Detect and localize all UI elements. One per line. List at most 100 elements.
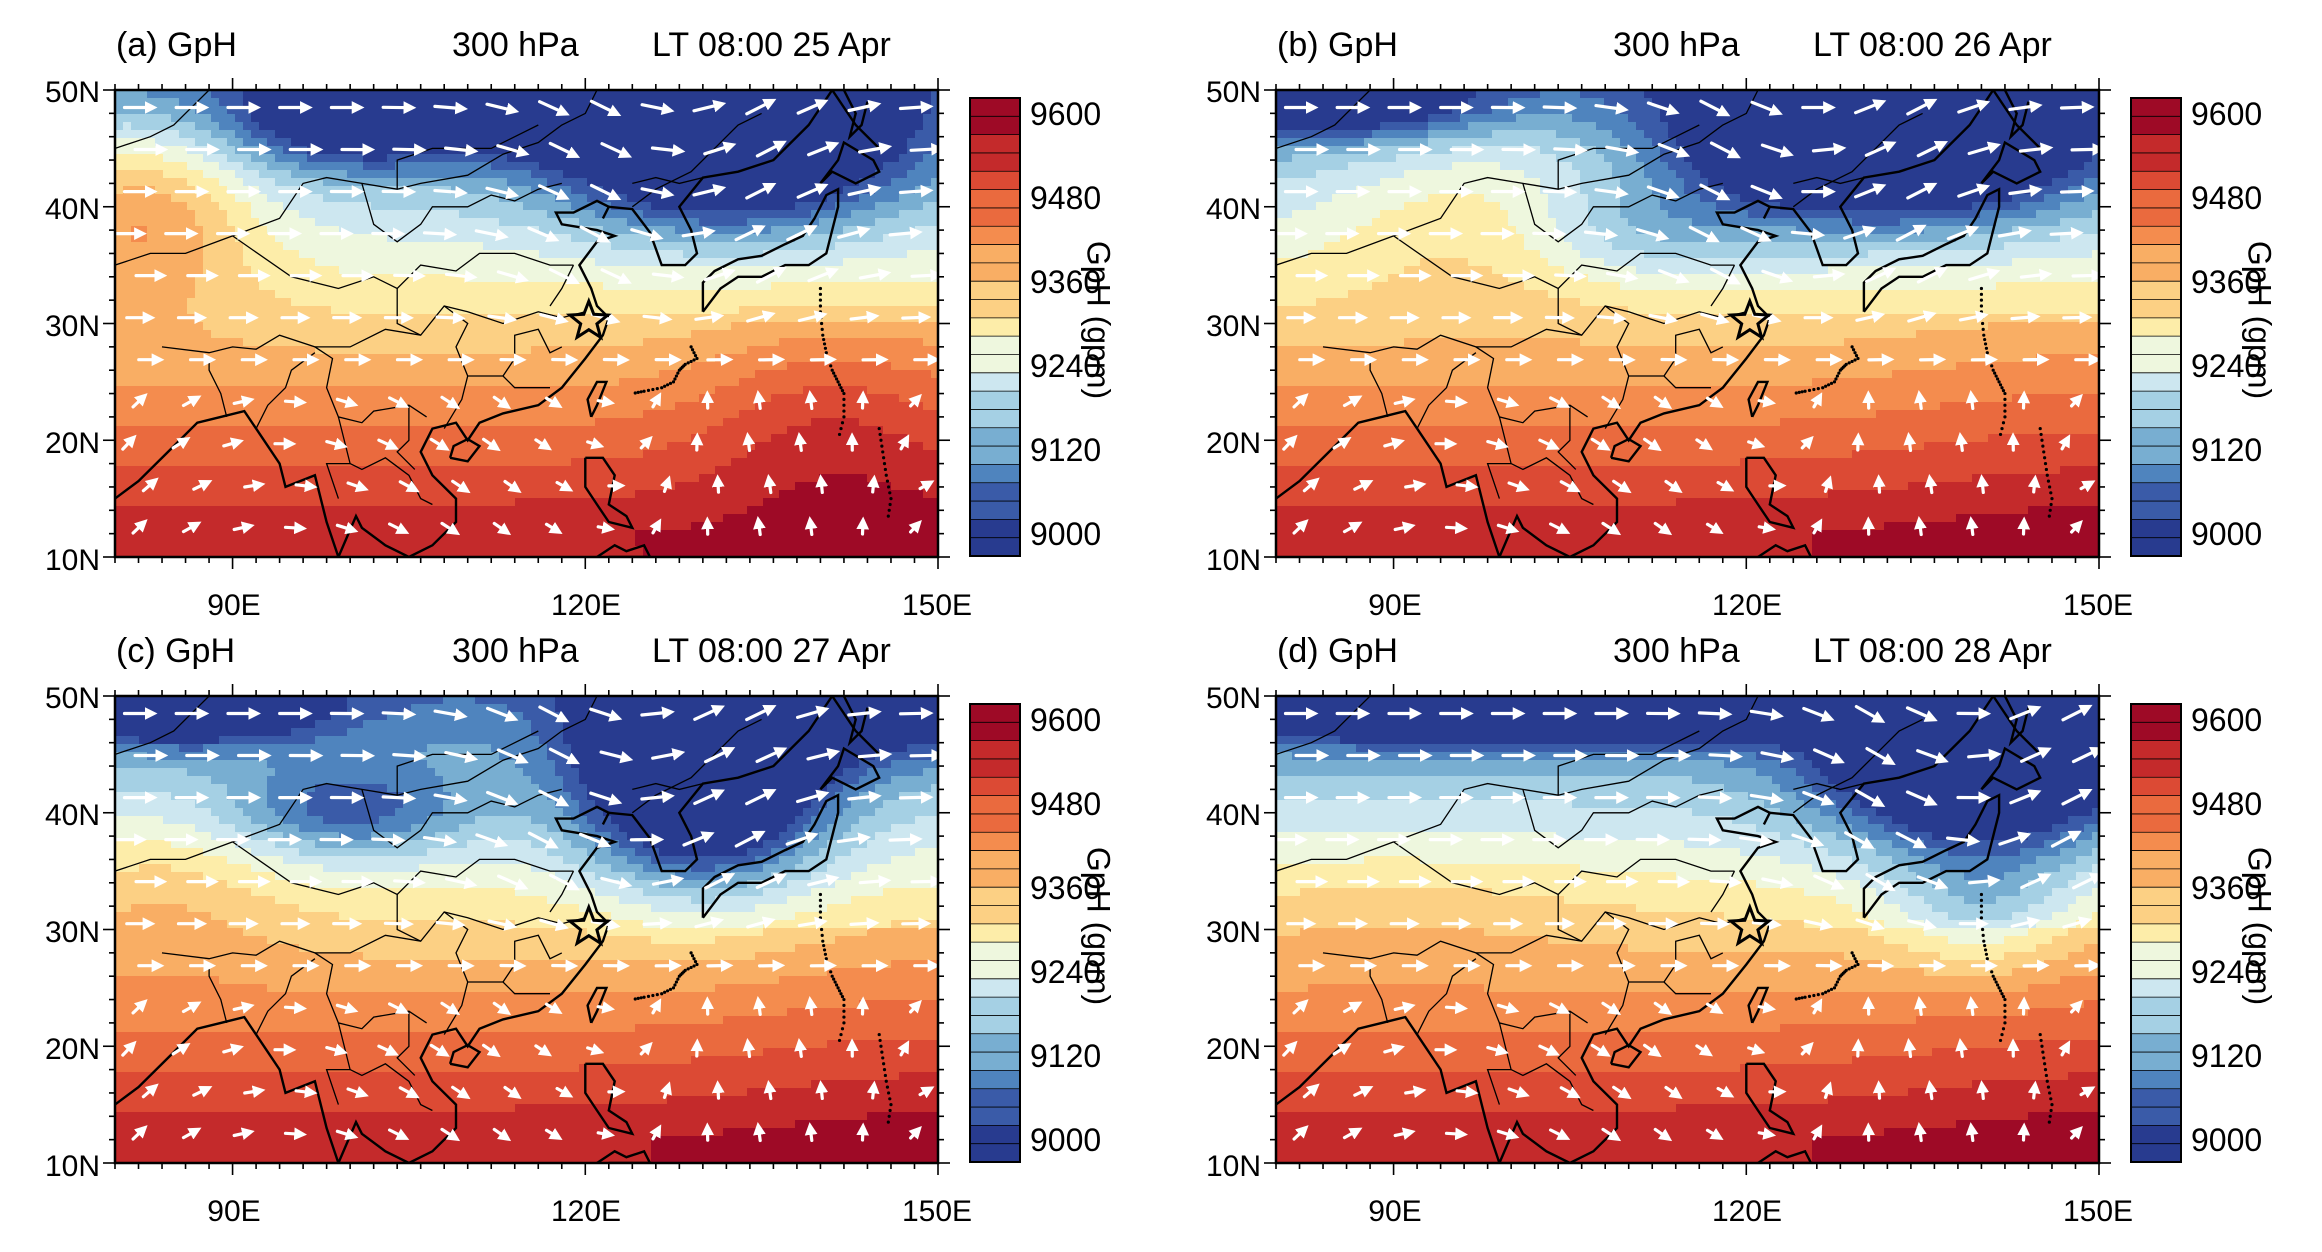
- colorbar-bin: [970, 795, 1020, 815]
- island-dot: [2003, 409, 2007, 413]
- wind-arrow: [1967, 748, 2002, 762]
- colorbar-bin: [2131, 1088, 2181, 1108]
- wind-arrow: [1664, 1085, 1683, 1100]
- wind-arrow: [1549, 396, 1571, 408]
- coastline: [819, 140, 881, 185]
- island-dot: [689, 951, 693, 955]
- island-dot: [883, 467, 887, 472]
- island-dot: [1995, 377, 2000, 381]
- wind-arrow: [2020, 873, 2052, 889]
- colorbar-bin: [970, 501, 1020, 520]
- wind-arrow: [1914, 516, 1927, 537]
- island-dot: [1800, 996, 1804, 1000]
- wind-arrow: [1302, 1083, 1320, 1099]
- island-dot: [833, 980, 837, 984]
- colorbar-bin: [970, 758, 1020, 778]
- wind-arrow: [804, 1122, 818, 1142]
- wind-arrow: [1342, 395, 1363, 408]
- wind-arrow: [694, 916, 725, 929]
- lon-tick-label: 150E: [902, 1197, 972, 1227]
- island-dot: [2000, 992, 2004, 996]
- wind-arrow: [1688, 225, 1720, 243]
- colorbar-bin: [2131, 905, 2181, 925]
- wind-arrow: [1700, 917, 1731, 931]
- wind-arrow: [901, 311, 932, 324]
- wind-streamlines: [115, 704, 938, 1143]
- island-dot: [1979, 298, 1984, 302]
- wind-arrow: [1554, 269, 1587, 283]
- island-dot: [1997, 986, 2001, 990]
- island-dot: [842, 415, 846, 419]
- lon-tick-label: 120E: [1712, 1197, 1782, 1227]
- colorbar-bin: [2131, 482, 2181, 502]
- wind-arrow: [181, 1127, 202, 1140]
- island-dot: [676, 977, 680, 981]
- wind-arrow: [2017, 390, 2031, 410]
- wind-arrow: [534, 1044, 552, 1057]
- island-dot: [880, 444, 884, 448]
- wind-arrow: [392, 143, 427, 157]
- wind-arrow: [1739, 834, 1774, 847]
- wind-arrow: [503, 1085, 522, 1100]
- colorbar-bin: [970, 1052, 1020, 1071]
- border-line: [502, 934, 563, 983]
- island-dot: [842, 397, 846, 401]
- coastline: [831, 696, 881, 756]
- wind-arrow: [1282, 434, 1298, 451]
- colorbar-tick-label: 9240: [2191, 350, 2262, 382]
- island-dot: [882, 1068, 887, 1072]
- wind-arrow: [856, 1122, 870, 1142]
- colorbar-bin: [2131, 740, 2181, 760]
- colorbar-frame: [969, 97, 1021, 557]
- coastline: [1980, 140, 2042, 185]
- wind-arrow: [283, 1001, 308, 1015]
- wind-arrow: [898, 706, 934, 720]
- colorbar-bin: [2131, 427, 2181, 447]
- island-dot: [877, 426, 881, 431]
- wind-arrow: [858, 874, 892, 888]
- wind-arrow: [539, 918, 569, 932]
- wind-arrow: [555, 1085, 574, 1098]
- panel-title-label: (b) GpH: [1277, 28, 1398, 62]
- island-dots: [633, 892, 893, 1124]
- lat-tick-label: 50N: [0, 684, 100, 714]
- island-dot: [646, 994, 651, 998]
- island-dot: [1856, 962, 1860, 967]
- wind-arrow: [539, 312, 569, 325]
- island-dot: [823, 952, 828, 956]
- wind-arrow: [599, 750, 634, 764]
- wind-arrow: [589, 99, 622, 117]
- lon-tick-label: 90E: [1368, 1197, 1421, 1227]
- island-dot: [2038, 426, 2042, 431]
- wind-arrow: [381, 707, 417, 721]
- wind-arrow: [1820, 1081, 1833, 1099]
- island-dot: [2000, 386, 2004, 390]
- island-dot: [1983, 948, 1988, 952]
- wind-arrow: [377, 1044, 399, 1056]
- island-dots: [1794, 892, 2054, 1124]
- island-dot: [818, 286, 823, 291]
- colorbar-title: GpH (gpm): [1080, 241, 1117, 399]
- colorbar-title: GpH (gpm): [1080, 847, 1117, 1005]
- wind-arrow: [1393, 395, 1416, 408]
- island-dot: [877, 1032, 881, 1037]
- island-dot: [881, 1056, 885, 1060]
- wind-arrow: [2071, 747, 2099, 764]
- wind-arrow: [388, 1002, 410, 1014]
- wind-arrow: [1700, 312, 1730, 326]
- coastline: [1992, 696, 2042, 756]
- island-dot: [2048, 1091, 2052, 1095]
- wind-arrow: [131, 393, 148, 409]
- wind-arrow: [192, 479, 213, 492]
- colorbar-bin: [2131, 777, 2181, 797]
- colorbar-bin: [2131, 207, 2181, 227]
- wind-arrow: [649, 518, 662, 535]
- island-dot: [1826, 383, 1831, 387]
- lat-tick-label: 40N: [0, 195, 100, 225]
- colorbar-bin: [2131, 354, 2181, 374]
- wind-arrow: [1496, 1127, 1520, 1141]
- island-dot: [1832, 986, 1837, 990]
- colorbar-bin: [970, 905, 1020, 925]
- wind-arrow: [815, 474, 829, 494]
- wind-arrow: [392, 749, 427, 763]
